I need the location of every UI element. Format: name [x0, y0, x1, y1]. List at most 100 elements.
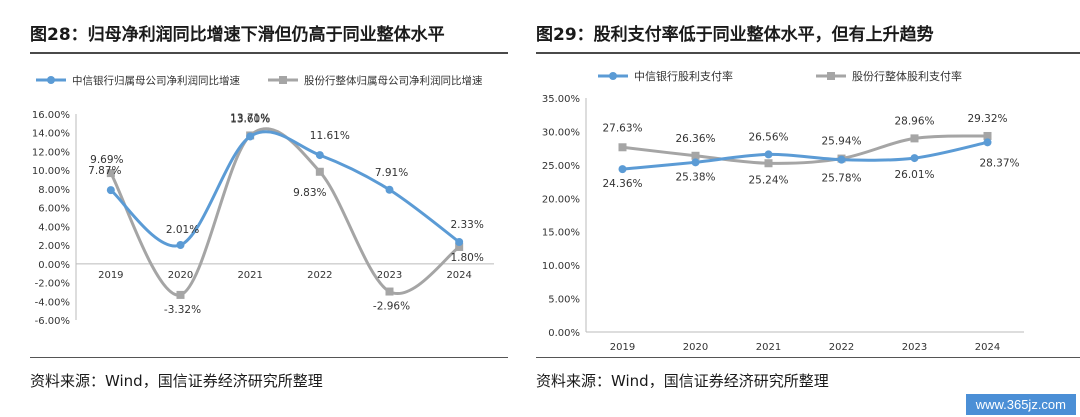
left-ytick-label: -4.00%: [35, 297, 70, 308]
right-ytick-label: 20.00%: [542, 194, 580, 205]
left-ytick-label: 12.00%: [32, 147, 70, 158]
right-data-label: 28.37%: [979, 157, 1019, 169]
left-legend-label-1: 股份行整体归属母公司净利润同比增速: [304, 74, 483, 87]
right-ytick-label: 10.00%: [542, 261, 580, 272]
right-data-label: 26.36%: [675, 133, 715, 145]
left-data-point: [455, 242, 464, 251]
left-ytick-label: 14.00%: [32, 129, 70, 140]
right-data-label: 29.32%: [967, 113, 1007, 125]
right-title-rule: [536, 52, 1080, 54]
right-data-label: 24.36%: [602, 178, 642, 190]
left-ytick-label: 10.00%: [32, 166, 70, 177]
right-data-label: 27.63%: [602, 122, 642, 134]
left-xtick-label: 2024: [446, 270, 471, 281]
left-ytick-label: 0.00%: [38, 260, 70, 271]
left-data-point: [315, 167, 324, 176]
left-ytick-label: 4.00%: [38, 222, 70, 233]
left-data-point: [176, 240, 185, 249]
left-ytick-label: 16.00%: [32, 110, 70, 121]
right-ytick-label: 0.00%: [548, 328, 580, 339]
right-line-chart: 中信银行股利支付率 股份行整体股利支付率 0.00% 5.00% 10.00% 15.00…: [542, 69, 1024, 353]
left-figure-title: 图28：归母净利润同比增速下滑但仍高于同业整体水平: [30, 25, 445, 45]
left-data-label: 2.33%: [450, 219, 483, 231]
right-data-point: [910, 154, 919, 163]
right-ytick-label: 35.00%: [542, 94, 580, 105]
left-data-point: [385, 185, 394, 194]
right-ytick-label: 5.00%: [548, 295, 580, 306]
right-series-line-1: [622, 134, 988, 165]
left-data-point: [176, 290, 185, 299]
right-data-point: [618, 165, 627, 174]
left-data-point: [315, 151, 324, 160]
right-xtick-label: 2019: [610, 342, 635, 353]
right-source-note: 资料来源：Wind，国信证券经济研究所整理: [536, 372, 829, 390]
left-data-point: [246, 132, 255, 141]
right-xtick-label: 2020: [683, 342, 708, 353]
right-legend-marker-0: [609, 72, 617, 80]
left-series-line-0: [109, 130, 461, 248]
right-data-label: 26.56%: [748, 131, 788, 143]
right-data-point: [910, 134, 919, 143]
left-data-label: 9.83%: [293, 187, 326, 199]
left-data-label: 13.71%: [230, 112, 270, 124]
left-ytick-label: 6.00%: [38, 204, 70, 215]
left-legend-marker-0: [47, 76, 55, 84]
right-xtick-label: 2023: [902, 342, 927, 353]
left-data-point: [106, 186, 115, 195]
left-data-label: 7.87%: [88, 165, 121, 177]
left-data-point: [455, 238, 464, 247]
left-xtick-label: 2019: [98, 270, 123, 281]
right-ytick-label: 30.00%: [542, 127, 580, 138]
left-data-label: -3.32%: [164, 304, 201, 316]
left-legend-marker-1: [279, 76, 287, 84]
right-ytick-label: 15.00%: [542, 228, 580, 239]
left-data-point: [385, 287, 394, 296]
right-ytick-label: 25.00%: [542, 161, 580, 172]
left-figure-panel: 图28：归母净利润同比增速下滑但仍高于同业整体水平 中信银行归属母公司净利润同比…: [0, 0, 532, 417]
left-data-label: 1.80%: [450, 252, 483, 264]
right-data-point: [764, 150, 773, 159]
right-data-label: 25.24%: [748, 174, 788, 186]
right-data-point: [691, 158, 700, 167]
left-data-label: 13.60%: [230, 113, 270, 125]
right-data-point: [983, 138, 992, 147]
right-figure-title: 图29：股利支付率低于同业整体水平，但有上升趋势: [536, 25, 934, 45]
left-data-label: 9.69%: [90, 154, 123, 166]
right-xtick-label: 2021: [756, 342, 781, 353]
right-figure-panel: 图29：股利支付率低于同业整体水平，但有上升趋势 中信银行股利支付率 股份行整体股…: [536, 0, 1080, 417]
left-source-note: 资料来源：Wind，国信证券经济研究所整理: [30, 372, 323, 390]
left-xtick-label: 2023: [377, 270, 402, 281]
right-data-label: 25.94%: [821, 136, 861, 148]
right-data-point: [618, 143, 627, 152]
left-line-chart: 中信银行归属母公司净利润同比增速 股份行整体归属母公司净利润同比增速 -6.00% -…: [32, 74, 494, 327]
left-title-rule: [30, 52, 508, 54]
left-data-label: 11.61%: [310, 130, 350, 142]
left-data-label: 2.01%: [166, 224, 199, 236]
left-ytick-label: -2.00%: [35, 279, 70, 290]
right-data-label: 28.96%: [894, 115, 934, 127]
left-xtick-label: 2022: [307, 270, 332, 281]
right-data-label: 26.01%: [894, 169, 934, 181]
right-data-label: 25.78%: [821, 173, 861, 185]
right-data-point: [764, 159, 773, 168]
right-xtick-label: 2022: [829, 342, 854, 353]
left-series-line-1: [109, 127, 461, 297]
left-xtick-label: 2020: [168, 270, 193, 281]
right-xtick-label: 2024: [975, 342, 1000, 353]
right-data-point: [983, 131, 992, 140]
right-data-point: [837, 155, 846, 164]
right-data-label: 25.38%: [675, 171, 715, 183]
right-legend-label-0: 中信银行股利支付率: [634, 69, 733, 83]
left-ytick-label: 2.00%: [38, 241, 70, 252]
site-watermark[interactable]: www.365jz.com: [965, 394, 1076, 415]
left-data-point: [106, 169, 115, 178]
left-ytick-label: 8.00%: [38, 185, 70, 196]
right-bottom-rule: [536, 357, 1080, 358]
left-ytick-label: -6.00%: [35, 316, 70, 327]
left-bottom-rule: [30, 357, 508, 358]
right-series-line-0: [622, 140, 988, 171]
left-xtick-label: 2021: [237, 270, 262, 281]
right-legend-marker-1: [827, 72, 835, 80]
left-data-label: -2.96%: [373, 301, 410, 313]
left-data-label: 7.91%: [375, 167, 408, 179]
